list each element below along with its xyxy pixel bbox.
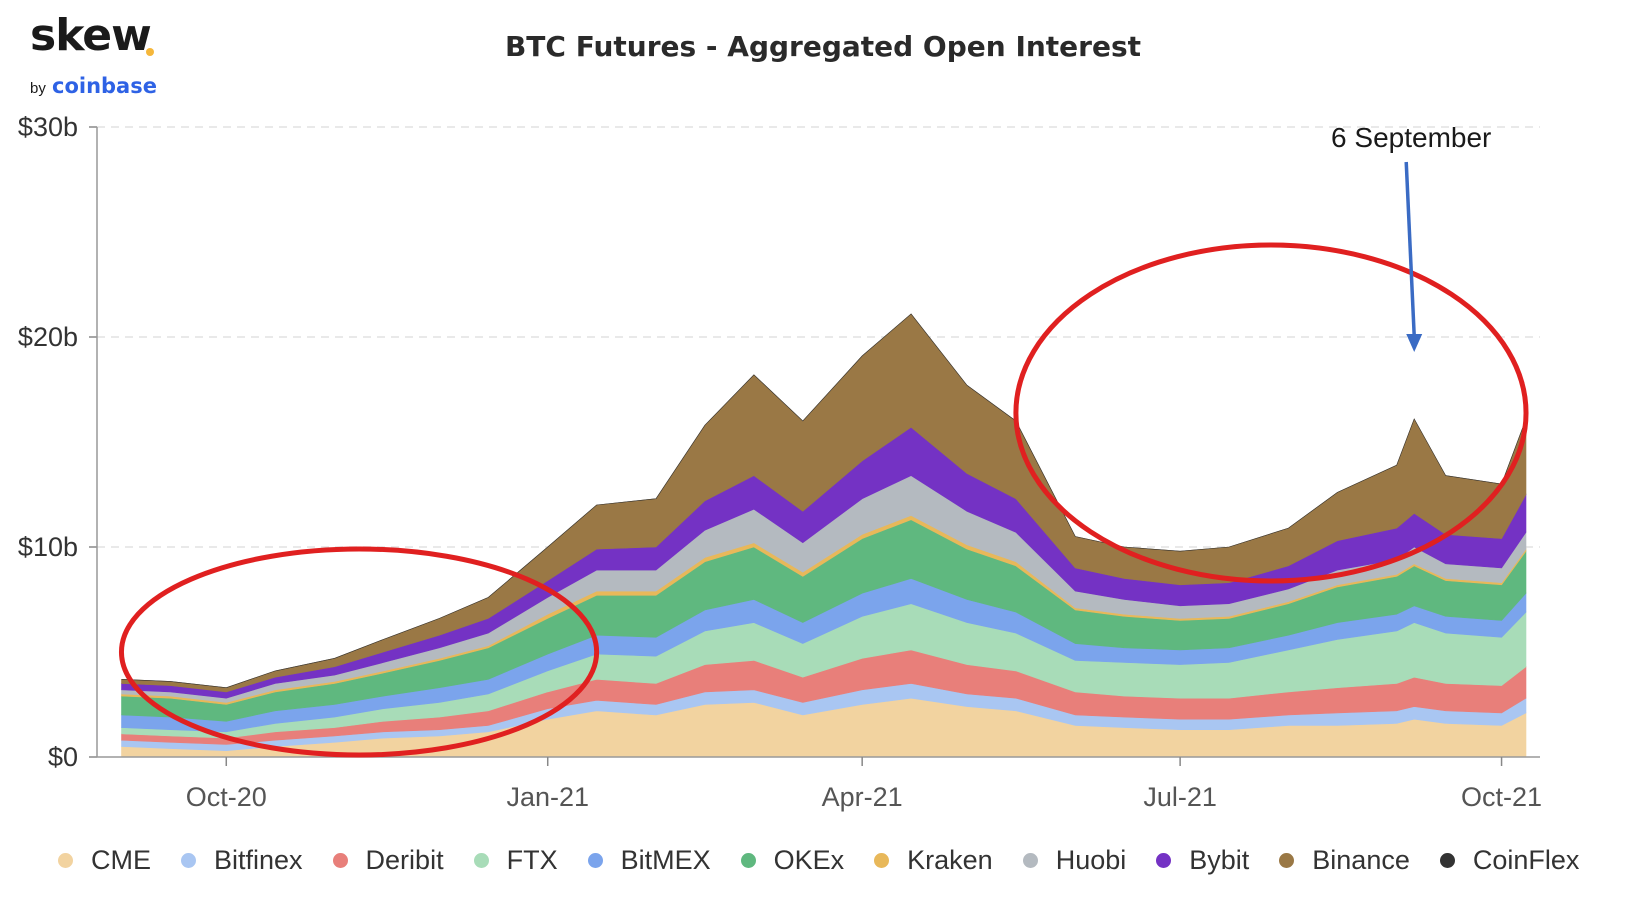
legend-item-bitfinex[interactable]: Bitfinex <box>181 845 303 876</box>
legend-marker <box>332 852 348 868</box>
legend-item-deribit[interactable]: Deribit <box>332 844 444 876</box>
annotation-arrowhead <box>1406 334 1423 352</box>
legend-marker <box>473 852 489 868</box>
legend-marker <box>1156 852 1172 868</box>
open-interest-chart: $0 $10b $20b $30b Oct-20 Jan-21 Apr-21 Jul-21 Oc… <box>18 112 1542 812</box>
legend-item-coinflex[interactable]: CoinFlex <box>1439 844 1580 876</box>
annotation-label: 6 September <box>1331 122 1491 153</box>
legend-label: CME <box>91 844 151 875</box>
legend-label: Huobi <box>1055 844 1127 875</box>
logo-dot <box>146 48 154 56</box>
legend-label: Binance <box>1312 844 1410 875</box>
y-tick-label: $30b <box>18 112 78 142</box>
legend-item-ftx[interactable]: FTX <box>473 844 558 876</box>
legend-label: Bybit <box>1189 844 1250 875</box>
legend-item-bitmex[interactable]: BitMEX <box>587 844 711 876</box>
annotation-arrow <box>1404 161 1416 337</box>
x-tick-label: Jan-21 <box>506 782 589 812</box>
y-tick-label: $0 <box>48 742 78 772</box>
legend-label: OKEx <box>773 844 845 875</box>
y-tick-label: $20b <box>18 322 78 352</box>
legend-label: Bitfinex <box>214 844 303 875</box>
chart-legend: CME Bitfinex Deribit FTX BitMEX OKEx Kraken Huo… <box>58 838 1628 882</box>
legend-marker <box>181 852 196 868</box>
x-tick-label: Jul-21 <box>1143 782 1217 812</box>
legend-marker <box>1022 852 1038 868</box>
legend-marker <box>740 852 756 868</box>
x-tick-label: Oct-21 <box>1461 782 1542 812</box>
legend-marker <box>1279 852 1295 868</box>
legend-item-bybit[interactable]: Bybit <box>1156 845 1249 876</box>
logo-wordmark: skew <box>30 10 152 61</box>
y-tick-label: $10b <box>18 532 78 562</box>
legend-item-okex[interactable]: OKEx <box>740 844 845 876</box>
skew-logo: skew by coinbase <box>30 10 170 99</box>
legend-item-huobi[interactable]: Huobi <box>1022 844 1127 876</box>
legend-label: FTX <box>506 844 558 875</box>
legend-marker <box>58 852 73 868</box>
legend-marker <box>1439 852 1455 868</box>
chart-title: BTC Futures - Aggregated Open Interest <box>504 30 1142 63</box>
logo-by-label: by <box>30 80 46 97</box>
legend-item-kraken[interactable]: Kraken <box>874 845 993 876</box>
highlight-ellipse <box>118 546 600 758</box>
x-tick-label: Apr-21 <box>822 782 903 812</box>
x-tick-label: Oct-20 <box>186 782 267 812</box>
legend-marker <box>874 852 890 868</box>
legend-item-binance[interactable]: Binance <box>1279 845 1410 876</box>
legend-label: Deribit <box>365 844 444 875</box>
logo-brand: coinbase <box>52 74 157 98</box>
legend-label: BitMEX <box>620 844 711 875</box>
legend-marker <box>587 852 603 868</box>
legend-label: Kraken <box>907 844 993 875</box>
legend-item-cme[interactable]: CME <box>58 845 151 876</box>
highlight-ellipse <box>1013 242 1529 584</box>
legend-label: CoinFlex <box>1472 844 1580 875</box>
